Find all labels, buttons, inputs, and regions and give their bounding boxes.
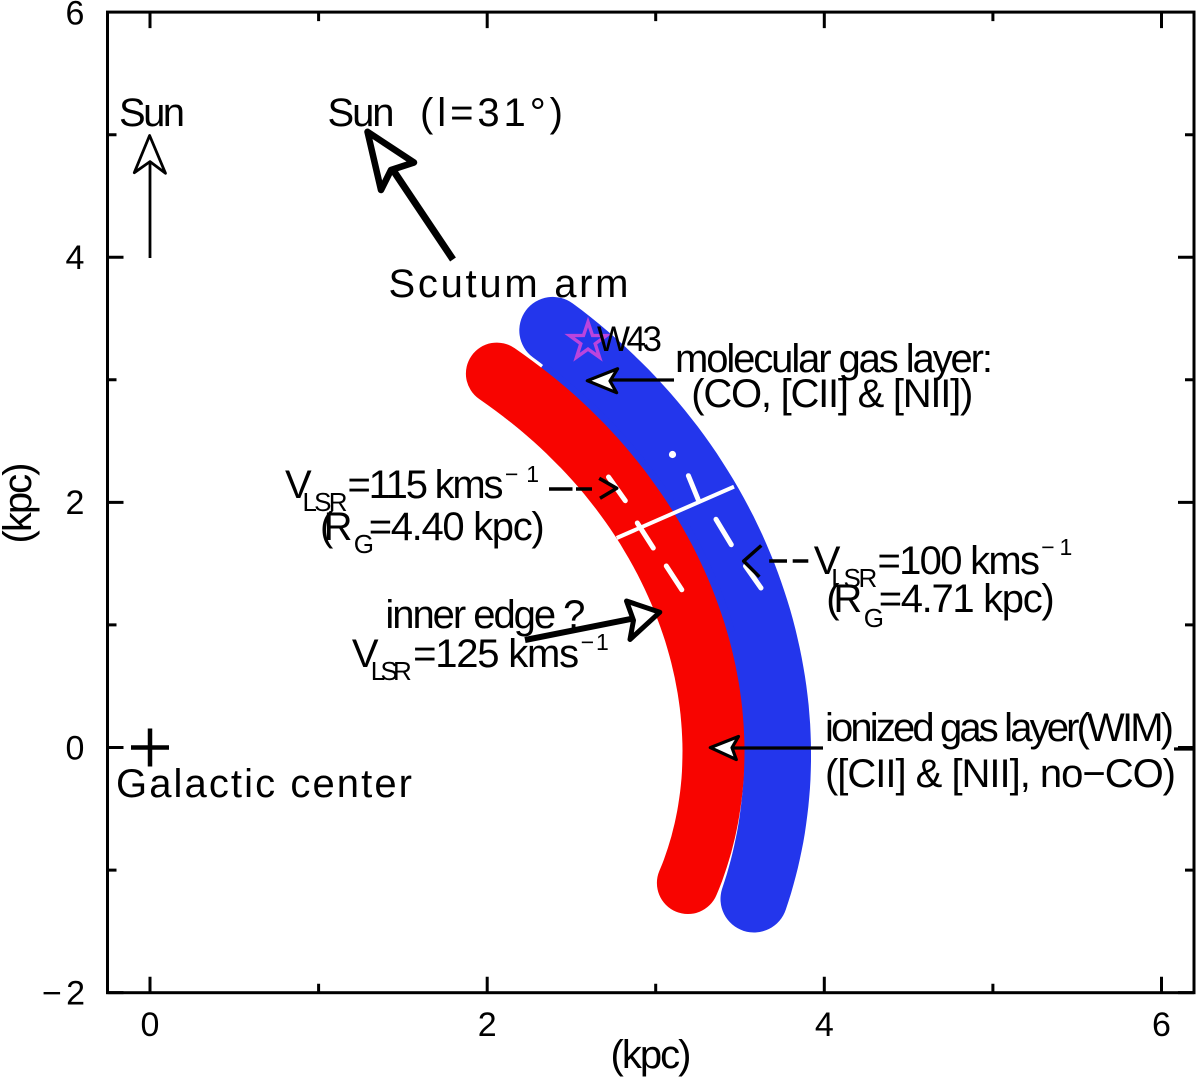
svg-text:inner edge ?: inner edge ? <box>385 593 585 637</box>
svg-text:0: 0 <box>66 729 85 767</box>
svg-text:2: 2 <box>478 1006 497 1044</box>
svg-text:6: 6 <box>66 0 85 33</box>
svg-text:Sun: Sun <box>328 91 395 135</box>
svg-text:Sun: Sun <box>119 91 185 135</box>
svg-text:=125 kms: =125 kms <box>413 632 579 676</box>
svg-text:(l=31°): (l=31°) <box>420 91 563 135</box>
svg-text:W43: W43 <box>597 320 661 359</box>
svg-text:4: 4 <box>66 239 85 277</box>
svg-text:4: 4 <box>815 1006 834 1044</box>
svg-text:LSR: LSR <box>831 563 877 593</box>
svg-text:V: V <box>352 632 379 676</box>
svg-text:V: V <box>814 539 841 583</box>
svg-text:molecular gas layer:: molecular gas layer: <box>675 337 993 381</box>
svg-text:ionized gas layer(WIM): ionized gas layer(WIM) <box>825 706 1174 750</box>
svg-text:=4.40 kpc): =4.40 kpc) <box>369 505 545 549</box>
svg-text:=4.71 kpc): =4.71 kpc) <box>879 577 1055 621</box>
svg-text:(kpc): (kpc) <box>611 1033 692 1077</box>
svg-text:2: 2 <box>66 484 85 522</box>
svg-text:6: 6 <box>1152 1006 1171 1044</box>
svg-text:(R: (R <box>320 505 353 549</box>
svg-text:Galactic center: Galactic center <box>116 762 412 806</box>
svg-text:=100 kms: =100 kms <box>878 539 1041 583</box>
svg-text:=115 kms: =115 kms <box>348 463 504 507</box>
svg-text:LSR: LSR <box>371 656 412 686</box>
svg-text:Scutum arm: Scutum arm <box>389 262 629 306</box>
svg-text:G: G <box>354 529 374 559</box>
svg-text:(CO, [CII] & [NII]): (CO, [CII] & [NII]) <box>691 372 973 416</box>
svg-text:G: G <box>864 603 884 633</box>
svg-text:([CII] & [NII], no−CO): ([CII] & [NII], no−CO) <box>825 752 1176 796</box>
svg-text:(kpc): (kpc) <box>0 463 40 544</box>
svg-text:V: V <box>285 463 312 507</box>
svg-text:LSR: LSR <box>303 487 348 517</box>
svg-text:0: 0 <box>141 1006 160 1044</box>
svg-text:(R: (R <box>826 577 862 621</box>
